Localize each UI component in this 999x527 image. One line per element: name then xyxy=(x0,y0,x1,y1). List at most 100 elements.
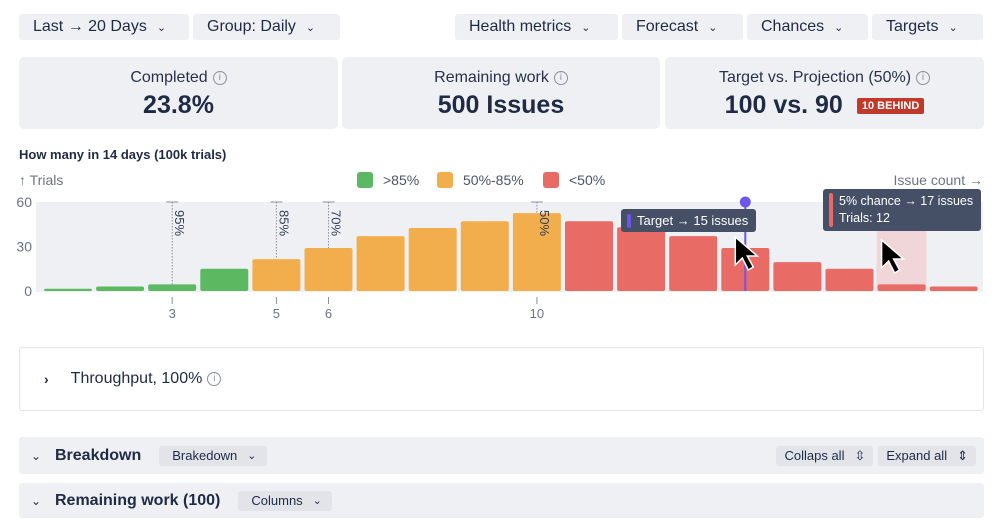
chevron-down-icon[interactable]: ⌄ xyxy=(31,448,42,463)
marker-label: 85% xyxy=(276,210,291,236)
chevron-down-icon: ⌄ xyxy=(581,21,591,34)
histogram-chart: 0 30 60 95% 3 85% 5 70% 6 50% 10 xyxy=(16,194,983,321)
x-tick-label: 10 xyxy=(530,306,544,321)
collapse-all-label: Collaps all xyxy=(784,448,845,463)
bar xyxy=(252,259,301,291)
marker-label: 95% xyxy=(172,210,187,236)
targets-label: Targets xyxy=(886,18,939,35)
breakdown-select[interactable]: Brakedown ⌄ xyxy=(159,445,267,466)
targets-dropdown[interactable]: Targets ⌄ xyxy=(872,14,983,40)
legend-label: 50%-85% xyxy=(463,172,524,188)
x-tick-label: 5 xyxy=(273,306,280,321)
bar xyxy=(669,236,718,291)
breakdown-select-label: Brakedown xyxy=(172,448,238,463)
chart-title: How many in 14 days (100k trials) xyxy=(19,147,227,162)
completed-card: Completed i 23.8% xyxy=(19,57,338,129)
bar xyxy=(460,221,509,291)
throughput-title: Throughput, 100% xyxy=(70,370,203,387)
bar xyxy=(512,213,561,291)
legend-item-high: >85% xyxy=(357,172,419,188)
legend-item-mid: 50%-85% xyxy=(437,172,524,188)
hover-line2: Trials: 12 xyxy=(839,211,890,225)
date-range-label: Last → 20 Days xyxy=(33,18,147,35)
bar xyxy=(773,262,822,291)
remaining-work-value: 500 Issues xyxy=(437,91,565,119)
chevron-down-icon: ⌄ xyxy=(247,450,257,462)
expand-icon: ⇕ xyxy=(957,447,968,463)
bar xyxy=(408,227,457,291)
bar xyxy=(617,227,666,291)
bar xyxy=(929,286,978,291)
collapse-icon: ⇳ xyxy=(854,447,866,463)
chevron-down-icon: ⌄ xyxy=(834,21,844,34)
target-tooltip-text: Target → 15 issues xyxy=(637,213,749,228)
expand-all-button[interactable]: Expand all ⇕ xyxy=(878,445,976,466)
marker-label: 70% xyxy=(329,210,344,236)
bar xyxy=(96,286,145,291)
info-icon[interactable]: i xyxy=(916,71,931,85)
chevron-down-icon: ⌄ xyxy=(305,21,316,34)
target-tooltip: Target → 15 issues xyxy=(621,209,757,232)
forecast-label: Forecast xyxy=(636,18,699,35)
y-tick-label: 0 xyxy=(24,283,32,299)
cursor-icon xyxy=(880,238,906,275)
remaining-work-label: Remaining work xyxy=(434,69,549,86)
bar xyxy=(565,221,613,291)
info-icon[interactable]: i xyxy=(207,372,222,386)
cursor-icon xyxy=(734,235,760,272)
health-metrics-label: Health metrics xyxy=(469,18,572,35)
legend-swatch xyxy=(437,172,453,188)
x-tick-label: 3 xyxy=(169,306,176,321)
info-icon[interactable]: i xyxy=(212,71,227,85)
breakdown-title: Breakdown xyxy=(55,446,142,464)
target-projection-card: Target vs. Projection (50%) i 100 vs. 90 1… xyxy=(665,57,984,129)
bar xyxy=(877,284,926,291)
columns-select[interactable]: Columns ⌄ xyxy=(238,490,332,511)
chevron-down-icon: ⌄ xyxy=(948,21,958,34)
hover-line1: 5% chance → 17 issues xyxy=(839,194,974,208)
expand-all-label: Expand all xyxy=(886,448,948,463)
y-axis-label: ↑ Trials xyxy=(19,172,64,188)
collapse-all-button[interactable]: Collaps all ⇳ xyxy=(776,445,874,466)
health-metrics-dropdown[interactable]: Health metrics ⌄ xyxy=(455,14,618,40)
bar xyxy=(356,236,405,291)
x-axis-label: Issue count → xyxy=(893,172,984,188)
chevron-down-icon[interactable]: ⌄ xyxy=(31,493,42,508)
legend-label: <50% xyxy=(569,172,606,188)
date-range-dropdown[interactable]: Last → 20 Days ⌄ xyxy=(19,14,189,40)
throughput-section[interactable]: › Throughput, 100% i xyxy=(19,347,984,411)
hover-tooltip: 5% chance → 17 issues Trials: 12 xyxy=(823,189,982,231)
legend-label: >85% xyxy=(383,172,420,188)
chevron-down-icon: ⌄ xyxy=(708,21,718,34)
y-tick-label: 60 xyxy=(16,194,32,210)
breakdown-section: ⌄ Breakdown Brakedown ⌄ Collaps all ⇳ Expa… xyxy=(19,437,984,474)
group-dropdown[interactable]: Group: Daily ⌄ xyxy=(193,14,340,40)
y-tick-label: 30 xyxy=(16,239,32,255)
remaining-work-card: Remaining work i 500 Issues xyxy=(342,57,660,129)
bar xyxy=(825,268,874,291)
info-icon[interactable]: i xyxy=(553,71,568,85)
behind-badge: 10 BEHIND xyxy=(856,97,925,114)
marker-label: 50% xyxy=(537,210,552,236)
forecast-dropdown[interactable]: Forecast ⌄ xyxy=(622,14,743,40)
chevron-down-icon: ⌄ xyxy=(156,21,167,34)
columns-select-label: Columns xyxy=(251,493,303,508)
group-label: Group: Daily xyxy=(207,18,296,35)
completed-value: 23.8% xyxy=(143,91,214,119)
target-projection-label: Target vs. Projection (50%) xyxy=(718,69,912,86)
remaining-work-title: Remaining work (100) xyxy=(55,491,221,509)
bar xyxy=(44,288,92,291)
chevron-down-icon: ⌄ xyxy=(312,495,322,507)
legend-swatch xyxy=(543,172,559,188)
chevron-right-icon[interactable]: › xyxy=(44,371,49,387)
target-handle xyxy=(739,196,751,208)
target-projection-value: 100 vs. 90 xyxy=(724,91,843,119)
bar xyxy=(200,268,249,291)
remaining-work-section: ⌄ Remaining work (100) Columns ⌄ xyxy=(19,483,984,518)
chances-dropdown[interactable]: Chances ⌄ xyxy=(747,14,868,40)
bar xyxy=(304,247,353,291)
target-color-bar xyxy=(627,213,631,228)
x-tick-label: 6 xyxy=(325,306,332,321)
legend-item-low: <50% xyxy=(543,172,605,188)
chances-label: Chances xyxy=(761,18,825,35)
